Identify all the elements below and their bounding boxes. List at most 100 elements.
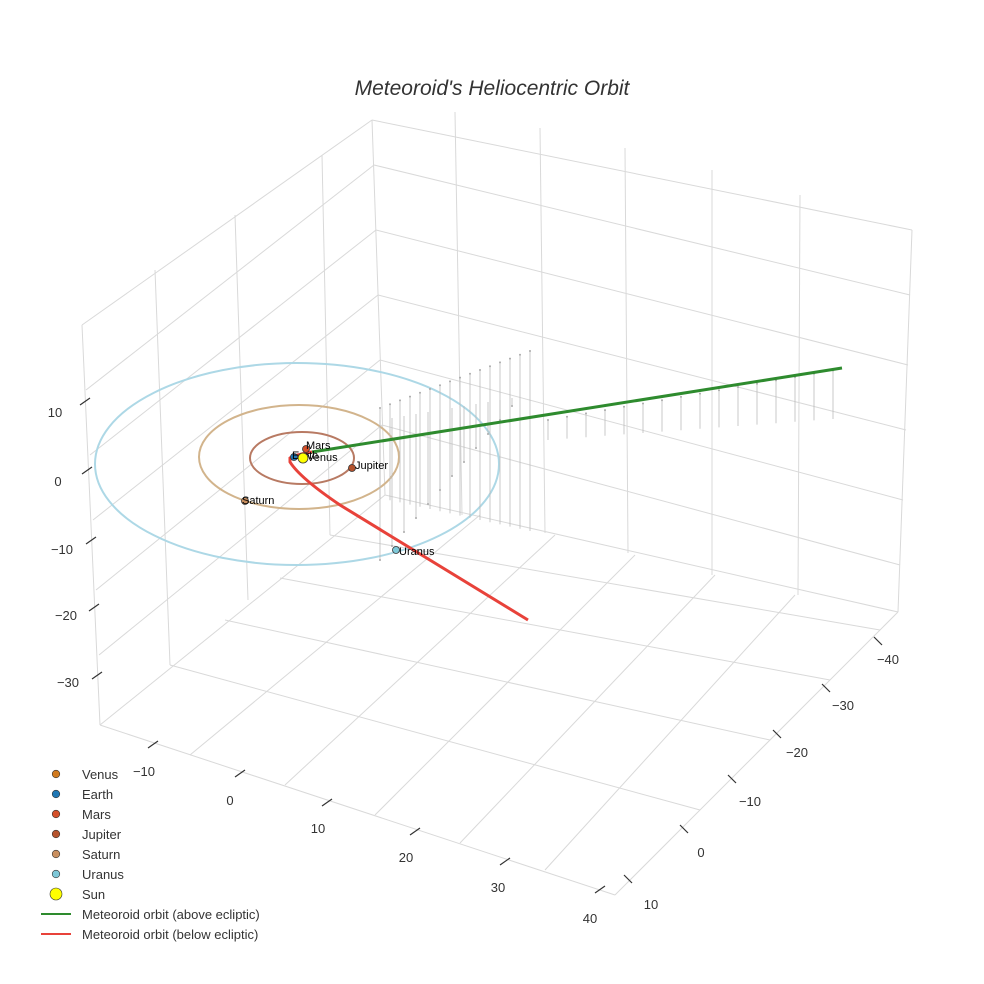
projection-point (427, 503, 429, 505)
jupiter-marker (348, 464, 356, 472)
projection-point (718, 389, 720, 392)
tick-mark (499, 857, 511, 866)
saturn-orbit (198, 404, 400, 510)
x-tick-label: −10 (133, 764, 155, 779)
projection-point (547, 419, 549, 421)
projection-point (391, 545, 393, 547)
projection-point (409, 395, 411, 398)
projection-point (419, 391, 421, 394)
y-tick-label: −10 (739, 794, 761, 809)
grid-line (544, 594, 796, 871)
grid-line (92, 294, 379, 521)
grid-line (81, 324, 101, 726)
projection-point (459, 376, 461, 379)
projection-point (661, 399, 663, 402)
grid-line (321, 154, 331, 536)
legend-swatch (51, 789, 61, 799)
meteoroid-orbit (288, 366, 843, 622)
grid-line (284, 534, 556, 786)
projection-point (519, 353, 521, 356)
mars-label: Mars (306, 440, 331, 452)
projection-point (399, 399, 401, 402)
grid-line (99, 494, 386, 726)
legend-swatch (51, 809, 61, 819)
uranus-label: Uranus (399, 546, 435, 558)
projection-point (415, 517, 417, 519)
meteoroid-above-line (311, 366, 843, 454)
z-tick-label: 0 (54, 474, 61, 489)
projection-point (463, 461, 465, 463)
legend-label: Jupiter (82, 827, 122, 842)
tick-mark (88, 603, 100, 612)
y-tick-label: 0 (697, 845, 704, 860)
projection-point (699, 392, 701, 395)
x-tick-label: 30 (491, 880, 505, 895)
projection-point (475, 447, 477, 449)
sun-marker (297, 452, 309, 464)
grid-line (897, 229, 913, 613)
projection-point (469, 372, 471, 375)
legend-label: Mars (82, 807, 111, 822)
grid-line (85, 164, 375, 391)
grid-line (375, 229, 909, 366)
projection-point (511, 405, 513, 407)
legend-swatch (51, 829, 61, 839)
projection-point (487, 433, 489, 435)
grid-line (98, 424, 383, 656)
z-axis-ticks: 10 0 −10 −20 −30 (48, 405, 79, 690)
grid-line (95, 359, 381, 591)
tick-mark (772, 729, 782, 739)
y-tick-label: 10 (644, 897, 658, 912)
grid-line (371, 119, 386, 496)
projection-point (604, 409, 606, 412)
projection-lines (379, 350, 834, 561)
uranus-orbit (94, 362, 500, 566)
grid-line (224, 619, 771, 741)
tick-mark (409, 827, 421, 836)
z-tick-label: −10 (51, 542, 73, 557)
tick-mark (91, 671, 103, 680)
projection-point (439, 489, 441, 491)
legend-swatch (51, 869, 61, 879)
z-tick-label: −30 (57, 675, 79, 690)
tick-mark (321, 798, 333, 807)
legend-label: Earth (82, 787, 113, 802)
grid-line (329, 534, 881, 631)
x-axis-ticks: −10 0 10 20 30 40 (133, 764, 597, 926)
projection-point (623, 405, 625, 408)
y-axis-ticks: −40 −30 −20 −10 0 10 (644, 652, 899, 912)
projection-point (756, 382, 758, 385)
projection-point (489, 365, 491, 368)
grid-line (614, 611, 899, 896)
grid-line (379, 359, 904, 501)
x-tick-label: 40 (583, 911, 597, 926)
projection-point (479, 369, 481, 371)
projection-point (451, 475, 453, 477)
legend-label: Venus (82, 767, 119, 782)
jupiter-label: Jupiter (355, 460, 388, 472)
y-tick-label: −20 (786, 745, 808, 760)
tick-mark (79, 397, 91, 406)
grid-line (624, 147, 629, 554)
mars-marker (302, 445, 310, 453)
projection-point (566, 415, 568, 418)
tick-mark (727, 774, 737, 784)
saturn-marker (241, 497, 249, 505)
x-tick-label: 0 (226, 793, 233, 808)
grid-line (374, 554, 636, 816)
grid-line (539, 127, 546, 534)
z-tick-label: −20 (55, 608, 77, 623)
projection-point (509, 357, 511, 360)
projection-point (737, 386, 739, 388)
projection-point (529, 350, 531, 352)
legend-label: Meteoroid orbit (above ecliptic) (82, 907, 260, 922)
x-tick-label: 10 (311, 821, 325, 836)
grid-line (384, 494, 899, 613)
chart-title: Meteoroid's Heliocentric Orbit (355, 77, 631, 100)
legend-swatch (49, 887, 63, 901)
projection-point (439, 384, 441, 387)
tick-mark (81, 466, 93, 475)
projection-point (585, 412, 587, 415)
grid-line (459, 574, 716, 844)
